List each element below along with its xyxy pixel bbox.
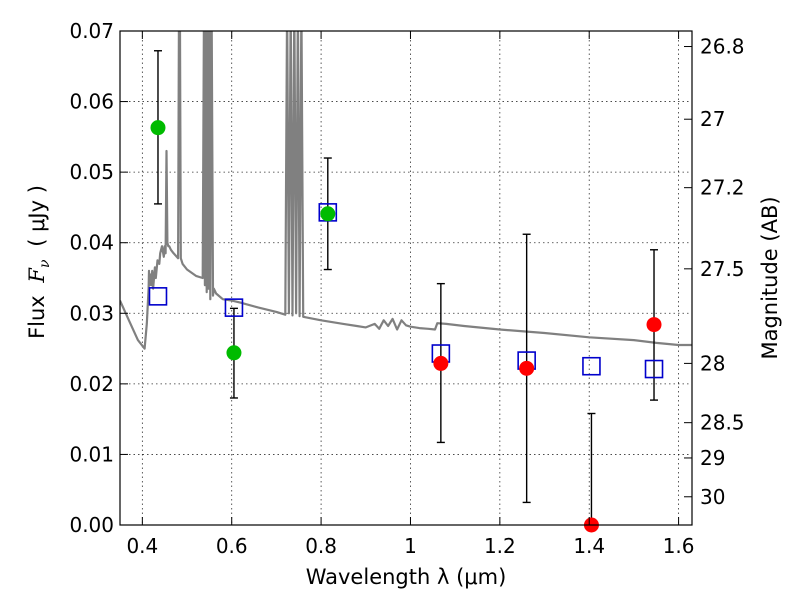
y-tick-label: 0.04 bbox=[69, 231, 114, 255]
y-tick-label: 0.00 bbox=[69, 513, 114, 537]
model-photometry-square bbox=[148, 287, 168, 306]
y-tick-label: 0.06 bbox=[69, 90, 114, 114]
mag-tick-label: 27 bbox=[700, 107, 725, 131]
mag-tick-label: 27.5 bbox=[700, 257, 745, 281]
green-data-point bbox=[226, 345, 242, 361]
right-axis-label: Magnitude (AB) bbox=[758, 196, 782, 359]
y-tick-label: 0.05 bbox=[69, 160, 114, 184]
x-tick-label: 0.8 bbox=[305, 534, 337, 558]
sed-model-line bbox=[120, 31, 692, 350]
mag-tick-label: 30 bbox=[700, 485, 725, 509]
x-tick-label: 1.6 bbox=[663, 534, 695, 558]
mag-tick-label: 28.5 bbox=[700, 411, 745, 435]
y-tick-label: 0.07 bbox=[69, 19, 114, 43]
green-data-point bbox=[320, 206, 336, 222]
markers bbox=[148, 120, 664, 533]
red-data-point bbox=[519, 360, 535, 376]
y-tick-label: 0.03 bbox=[69, 301, 114, 325]
x-tick-label: 1.4 bbox=[573, 534, 605, 558]
y-axis-label-unit: ( μJy ) bbox=[25, 185, 49, 247]
model-photometry-square bbox=[644, 359, 664, 379]
x-axis-label: Wavelength λ (μm) bbox=[306, 565, 507, 589]
sed-layer bbox=[120, 31, 692, 350]
y-tick-label: 0.01 bbox=[69, 442, 114, 466]
y-axis-label-subscript: ν bbox=[37, 259, 53, 268]
red-data-point bbox=[646, 317, 662, 333]
mag-tick-label: 28 bbox=[700, 351, 725, 375]
y-axis-label-symbol: F bbox=[25, 267, 49, 284]
y-tick-label: 0.02 bbox=[69, 372, 114, 396]
ticks: 0.4 0.6 0.8 1 1.2 1.4 1.6 0.00 0.01 0.02 0.03 0.04 0… bbox=[69, 19, 744, 558]
y-axis-label-prefix: Flux bbox=[25, 295, 49, 339]
model-photometry-square bbox=[224, 298, 244, 317]
red-data-point bbox=[433, 355, 449, 371]
mag-tick-label: 27.2 bbox=[700, 176, 745, 200]
green-data-point bbox=[150, 120, 166, 136]
model-photometry-square bbox=[582, 356, 601, 376]
mag-tick-label: 29 bbox=[700, 446, 725, 470]
x-tick-label: 0.4 bbox=[126, 534, 158, 558]
x-tick-label: 1 bbox=[404, 534, 417, 558]
x-tick-label: 1.2 bbox=[484, 534, 516, 558]
mag-tick-label: 26.8 bbox=[700, 35, 745, 59]
x-tick-label: 0.6 bbox=[216, 534, 248, 558]
plot-frame bbox=[119, 30, 693, 526]
y-axis-label: Flux Fν ( μJy ) bbox=[25, 185, 54, 339]
